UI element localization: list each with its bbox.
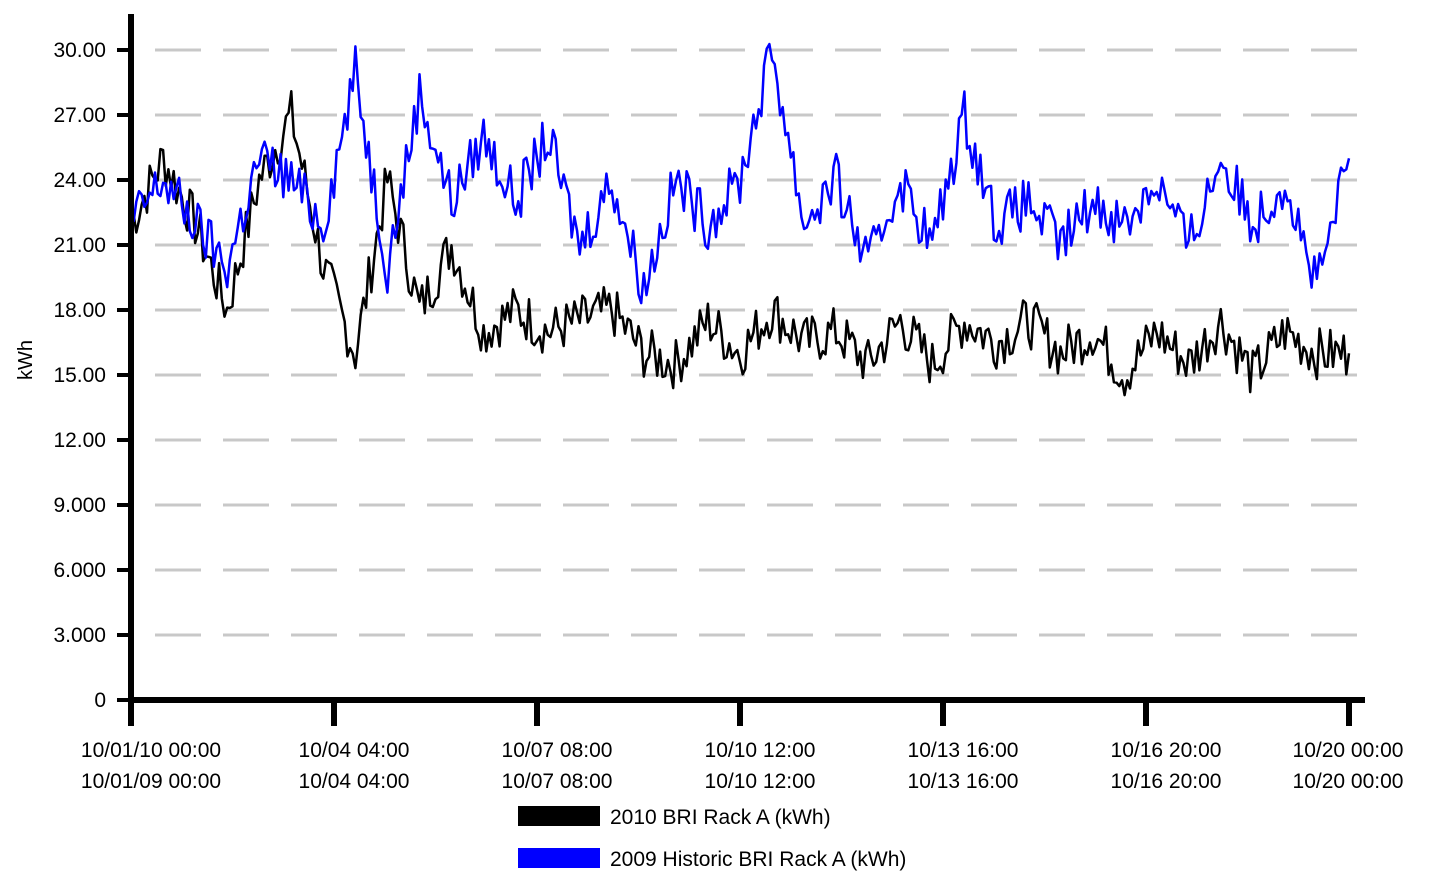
x-tick-label-secondary: 10/20 00:00 [1293,770,1404,793]
y-tick-label: 12.00 [53,429,106,452]
x-tick-label: 10/10 12:00 [705,739,816,762]
legend: 2010 BRI Rack A (kWh) 2009 Historic BRI R… [518,806,906,871]
x-tick-label: 10/20 00:00 [1293,739,1404,762]
y-tick-label: 30.00 [53,39,106,62]
x-tick-label-secondary: 10/10 12:00 [705,770,816,793]
x-tick-label-secondary: 10/01/09 00:00 [81,770,221,793]
y-tick-label: 24.00 [53,169,106,192]
y-tick-label: 3.000 [53,624,106,647]
legend-label: 2009 Historic BRI Rack A (kWh) [610,848,906,871]
y-tick-label: 0 [94,689,106,712]
x-tick-label-secondary: 10/13 16:00 [908,770,1019,793]
y-tick-label: 15.00 [53,364,106,387]
y-axis-ticks: 0 3.000 6.000 9.000 12.00 15.00 18.00 21.00 24.0… [53,39,131,712]
y-tick-label: 18.00 [53,299,106,322]
legend-swatch [518,848,600,868]
x-tick-label-secondary: 10/07 08:00 [502,770,613,793]
y-tick-label: 9.000 [53,494,106,517]
x-tick-label: 10/16 20:00 [1111,739,1222,762]
y-tick-label: 27.00 [53,104,106,127]
x-tick-label: 10/04 04:00 [299,739,410,762]
x-axis-ticks: 10/01/10 00:00 10/01/09 00:00 10/04 04:00 1… [81,700,1404,793]
x-tick-label: 10/01/10 00:00 [81,739,221,762]
x-tick-label: 10/07 08:00 [502,739,613,762]
y-tick-label: 21.00 [53,234,106,257]
x-tick-label-secondary: 10/04 04:00 [299,770,410,793]
legend-swatch [518,806,600,826]
series-lines [129,42,1351,397]
y-tick-label: 6.000 [53,559,106,582]
x-tick-label-secondary: 10/16 20:00 [1111,770,1222,793]
series-line-1 [129,90,1351,397]
legend-label: 2010 BRI Rack A (kWh) [610,806,831,829]
y-axis-title: kWh [15,340,37,380]
x-tick-label: 10/13 16:00 [908,739,1019,762]
series-line-2 [129,42,1351,305]
